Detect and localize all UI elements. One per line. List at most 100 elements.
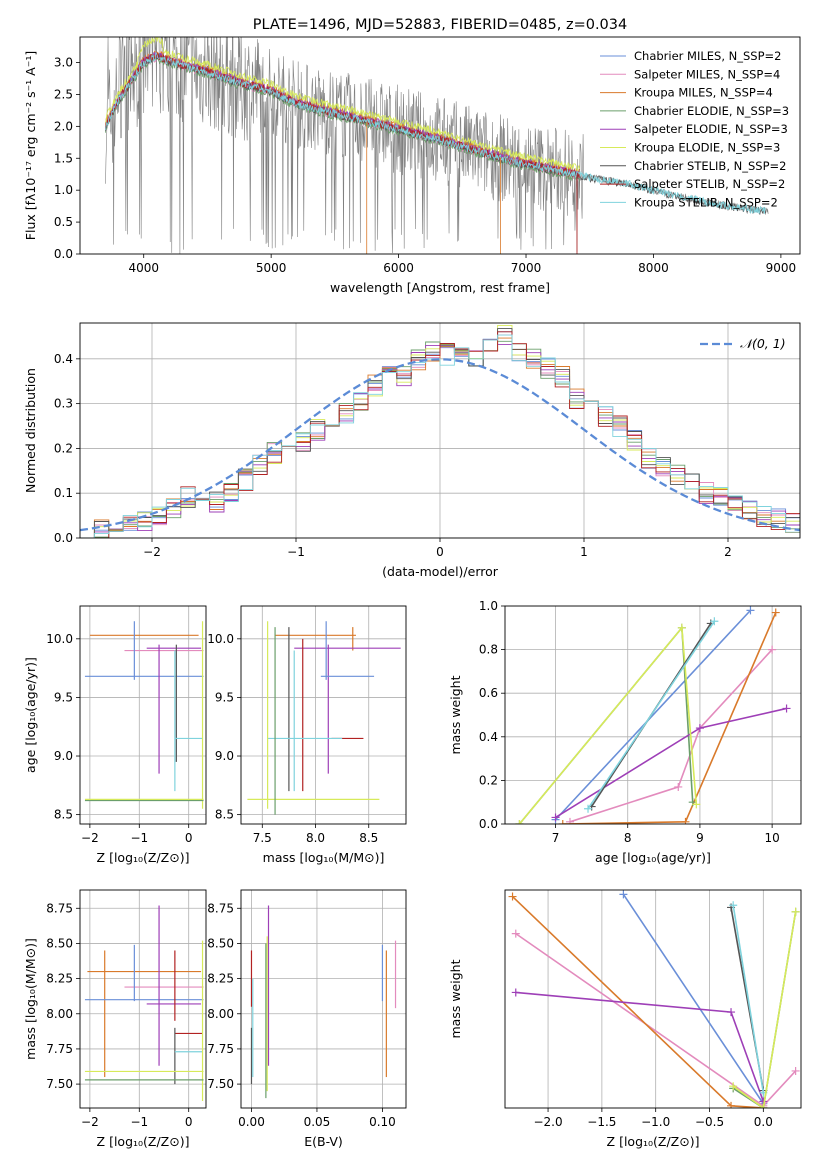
x-tick-label: 8.5 [359, 831, 378, 845]
x-tick-label: 10 [764, 831, 779, 845]
data-point-kroupa-elodie [791, 907, 800, 916]
residual-histogram-salpeter-stelib [80, 331, 800, 538]
data-point-salpeter-miles [511, 929, 520, 938]
plot-area [505, 606, 801, 824]
x-tick-label: 2 [724, 545, 732, 559]
y-axis-label: mass weight [448, 959, 463, 1038]
y-tick-label: 0.1 [54, 486, 73, 500]
data-point-kroupa-miles [558, 820, 567, 824]
x-axis-label: age [log₁₀(age/yr)] [595, 850, 711, 865]
y-tick-label: 0.0 [54, 247, 73, 261]
mass-weight-line-chabrier-elodie [732, 911, 797, 1108]
axes-frame [240, 889, 407, 1109]
x-tick-label: 7000 [511, 261, 542, 275]
y-tick-label: 8.00 [46, 1007, 73, 1021]
x-tick-label: 7.5 [253, 831, 272, 845]
plot-area [105, 37, 769, 254]
x-tick-label: 5000 [256, 261, 287, 275]
y-tick-label: 0.8 [479, 643, 498, 657]
axes-frame [79, 889, 207, 1109]
y-tick-label: 9.5 [215, 690, 234, 704]
x-tick-label: −1 [287, 545, 305, 559]
legend-entry-6: Kroupa ELODIE, N_SSP=3 [634, 141, 780, 155]
x-axis-label: Z [log₁₀(Z/Z⊙)] [97, 1134, 190, 1149]
panel-1: 4000 5000 6000 7000 8000 9000 0.0 0.5 1.0 1.5 2.0 2… [23, 17, 801, 295]
data-point-kroupa-elodie [692, 800, 701, 809]
x-tick-label: 6000 [383, 261, 414, 275]
y-tick-label: 9.0 [54, 749, 73, 763]
panel-3: −2 −1 0 8.5 9.0 9.5 10.0 Z [log₁₀(Z/Z⊙)] age [lo… [23, 605, 207, 865]
y-tick-label: 10.0 [46, 632, 73, 646]
panel-2: −2 −1 0 1 2 0.0 0.1 0.2 0.3 0.4 (data-model)/error… [23, 322, 801, 579]
panel-4: 7.5 8.0 8.5 8.5 9.0 9.5 10.0 mass [log₁₀(M/M⊙)] [207, 605, 407, 865]
x-tick-label: 4000 [128, 261, 159, 275]
axes-frame [79, 36, 801, 255]
plot-area [80, 323, 800, 538]
plot-area [508, 890, 800, 1108]
y-tick-label: 0.6 [479, 686, 498, 700]
data-point-kroupa-miles [771, 608, 780, 617]
y-tick-label: 7.75 [207, 1042, 234, 1056]
y-axis-label: mass weight [448, 675, 463, 754]
panel-6: −2 −1 0 7.50 7.75 8.00 8.25 8.50 8.75 Z [log₁₀(Z/… [23, 889, 207, 1149]
legend-entry-9: Kroupa STELIB, N_SSP=2 [634, 195, 778, 209]
x-axis-label: mass [log₁₀(M/M⊙)] [263, 850, 385, 865]
x-axis-label: Z [log₁₀(Z/Z⊙)] [607, 1134, 700, 1149]
data-point-kroupa-stelib [729, 901, 738, 910]
x-tick-label: 8 [624, 831, 632, 845]
model-spectrum-kroupa-elodie [105, 37, 580, 172]
y-axis-label: Flux [fλ10⁻¹⁷ erg cm⁻² s⁻¹ A⁻¹] [23, 51, 38, 240]
x-tick-label: 0 [185, 1115, 193, 1129]
data-point-salpeter-elodie [551, 813, 560, 822]
y-tick-label: 9.5 [54, 690, 73, 704]
y-tick-label: 3.0 [54, 56, 73, 70]
data-point-kroupa-miles [681, 817, 690, 824]
mass-weight-line-salpeter-miles [569, 649, 773, 823]
x-tick-label: 0.10 [369, 1115, 396, 1129]
y-tick-label: 1.0 [54, 183, 73, 197]
data-point-salpeter-miles [565, 817, 574, 824]
y-tick-label: 8.5 [54, 808, 73, 822]
mass-weight-line-kroupa-miles [511, 895, 764, 1108]
y-tick-label: 0.3 [54, 397, 73, 411]
axes-frame [504, 889, 802, 1109]
y-tick-label: 0.5 [54, 215, 73, 229]
x-tick-label: 9000 [766, 261, 797, 275]
y-tick-label: 7.50 [207, 1077, 234, 1091]
plot-area [241, 890, 406, 1108]
x-tick-label: −2 [81, 831, 99, 845]
y-tick-label: 7.75 [46, 1042, 73, 1056]
legend-entry-1: Chabrier MILES, N_SSP=2 [634, 49, 781, 63]
x-axis-label: wavelength [Angstrom, rest frame] [330, 280, 550, 295]
y-tick-label: 10.0 [207, 632, 234, 646]
x-tick-label: −2.0 [533, 1115, 562, 1129]
y-tick-label: 0.4 [479, 730, 498, 744]
chart-title: PLATE=1496, MJD=52883, FIBERID=0485, z=0… [253, 17, 627, 33]
data-point-kroupa-miles [508, 892, 517, 901]
data-point-kroupa-miles [727, 1101, 736, 1108]
y-axis-label: mass [log₁₀(M/M⊙)] [23, 938, 38, 1060]
x-tick-label: 0.05 [304, 1115, 331, 1129]
plot-area [241, 606, 406, 824]
x-tick-label: −1 [130, 1115, 148, 1129]
y-tick-label: 8.25 [46, 972, 73, 986]
x-tick-label: −1 [130, 831, 148, 845]
mass-weight-line-kroupa-stelib [732, 905, 765, 1093]
observed-spectrum [105, 37, 769, 254]
data-point-salpeter-elodie [511, 988, 520, 997]
mass-weight-line-chabrier-elodie [518, 625, 694, 824]
legend: 𝒩(0, 1) [700, 336, 786, 351]
y-tick-label: 1.5 [54, 151, 73, 165]
legend: Chabrier MILES, N_SSP=2 Salpeter MILES, N… [600, 49, 789, 209]
x-tick-label: 9 [696, 831, 704, 845]
residual-histogram-kroupa-stelib [80, 334, 800, 538]
model-spectrum-salpeter-elodie [105, 51, 580, 178]
legend-entry-7: Chabrier STELIB, N_SSP=2 [634, 159, 786, 173]
data-point-salpeter-elodie [695, 724, 704, 733]
data-point-kroupa-elodie [515, 820, 524, 824]
plot-area [80, 890, 206, 1108]
data-point-kroupa-elodie [759, 1104, 768, 1108]
gaussian-reference-curve [80, 358, 800, 532]
legend-entry-3: Kroupa MILES, N_SSP=4 [634, 86, 773, 100]
